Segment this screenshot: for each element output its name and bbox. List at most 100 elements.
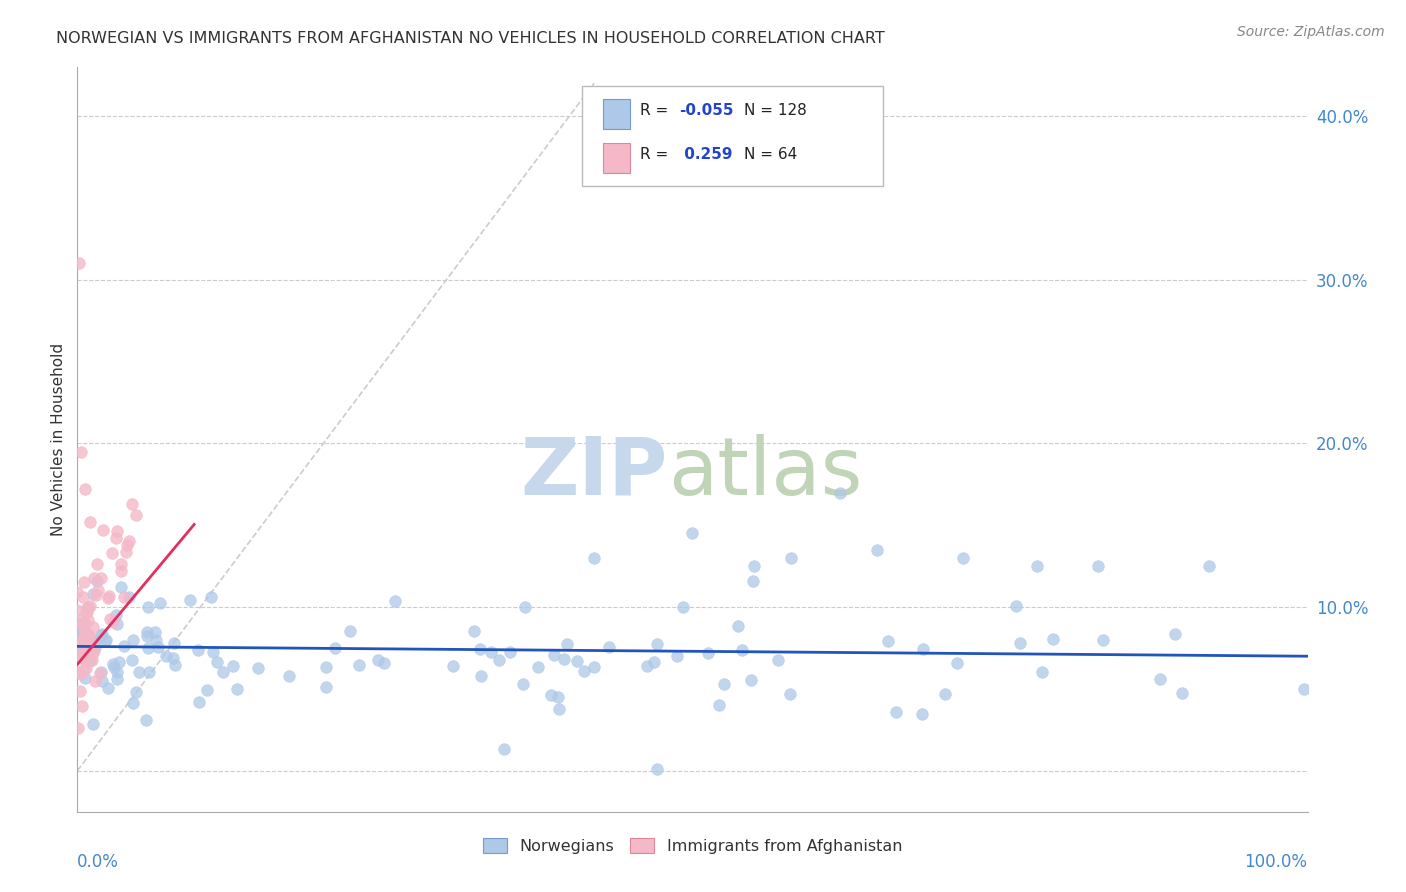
Point [91,523,114,537]
Point [112,639,135,653]
Point [75,661,97,675]
Point [598,640,620,655]
Text: R =: R = [640,103,672,118]
Point [1087,559,1109,574]
Point [75,605,97,619]
Point [107,665,129,679]
Point [110,564,132,578]
Point [101,546,124,560]
Point [572,664,595,678]
Point [1005,599,1028,613]
Point [86,558,108,572]
Point [200,591,222,605]
Point [499,645,522,659]
Point [114,545,136,559]
Point [1198,559,1220,574]
Point [672,599,695,614]
Point [91,674,114,689]
Point [643,656,665,670]
Point [89,666,111,681]
Point [163,658,186,673]
Text: ZIP: ZIP [520,434,668,512]
Point [110,580,132,594]
Point [98,612,121,626]
Point [713,677,735,691]
Point [136,625,159,640]
Point [911,642,934,657]
Point [124,684,146,698]
Point [66,603,89,617]
Point [740,673,762,687]
Point [202,645,225,659]
Text: R =: R = [640,147,672,162]
Point [555,637,578,651]
Point [1292,682,1315,697]
Text: 100.0%: 100.0% [1244,854,1308,871]
Point [70,619,93,633]
Point [118,591,141,605]
Point [107,655,129,669]
Point [1149,672,1171,686]
Point [367,653,389,667]
Point [105,672,128,686]
Point [96,633,118,648]
Point [75,671,97,685]
Point [441,659,464,673]
Point [72,615,94,629]
Point [547,690,569,705]
Point [741,574,763,588]
Point [86,574,108,588]
Point [384,593,406,607]
Point [682,526,704,541]
Point [742,559,765,574]
Bar [603,100,630,129]
Point [163,636,186,650]
Point [195,682,218,697]
Point [952,551,974,566]
Point [67,633,90,648]
Point [877,634,900,648]
Point [90,665,112,679]
Point [222,659,245,673]
Point [79,515,101,529]
Point [315,680,337,694]
Point [766,653,789,667]
Point [136,599,159,614]
Point [79,628,101,642]
Point [121,497,143,511]
Point [138,665,160,679]
Point [73,662,96,676]
Text: 0.0%: 0.0% [77,854,120,871]
Point [1171,686,1194,700]
Point [76,599,98,614]
Point [75,636,97,650]
Point [128,665,150,679]
Point [247,661,270,675]
Point [72,626,94,640]
Point [110,558,132,572]
Point [911,706,934,721]
Point [69,684,91,698]
Point [145,633,167,648]
Point [1010,636,1032,650]
Point [84,589,107,603]
Point [122,633,145,648]
Point [666,649,689,664]
Text: NORWEGIAN VS IMMIGRANTS FROM AFGHANISTAN NO VEHICLES IN HOUSEHOLD CORRELATION CH: NORWEGIAN VS IMMIGRANTS FROM AFGHANISTAN… [56,31,884,46]
Point [117,533,139,548]
Point [136,640,159,655]
Point [512,677,534,691]
Point [488,652,510,666]
Point [105,608,128,623]
Point [84,640,107,655]
Point [1026,559,1049,574]
Point [79,599,101,613]
Point [66,665,89,679]
Point [80,648,103,662]
Point [69,636,91,650]
Point [121,653,143,667]
Point [72,590,94,604]
Point [121,696,143,710]
Point [207,655,229,669]
Point [162,650,184,665]
